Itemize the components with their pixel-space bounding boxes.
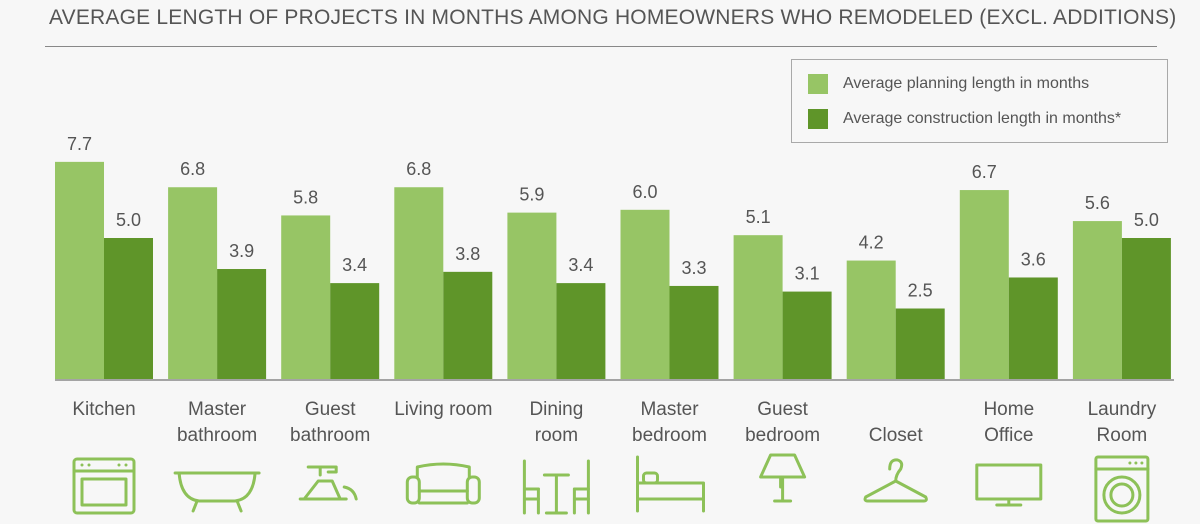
bar-construction-master-bedroom xyxy=(669,285,719,379)
value-label-planning-closet: 4.2 xyxy=(859,233,884,253)
category-label-master-bedroom: Master bedroom xyxy=(632,399,707,446)
bar-construction-home-office xyxy=(1008,277,1058,379)
value-label-planning-living-room: 6.8 xyxy=(406,159,431,179)
bed-icon xyxy=(636,455,705,513)
chart-legend: Average planning length in months Averag… xyxy=(791,59,1168,143)
washing-machine-icon xyxy=(1094,455,1150,523)
legend-label-construction: Average construction length in months* xyxy=(843,110,1122,127)
bathtub-icon xyxy=(173,471,261,513)
category-label-laundry-room: Laundry Room xyxy=(1088,399,1157,446)
category-label-kitchen: Kitchen xyxy=(72,399,135,420)
value-label-construction-laundry-room: 5.0 xyxy=(1134,210,1159,230)
value-label-construction-dining-room: 3.4 xyxy=(568,255,593,275)
category-label-master-bathroom: Master bathroom xyxy=(177,399,257,446)
value-label-construction-home-office: 3.6 xyxy=(1021,249,1046,269)
monitor-icon xyxy=(975,463,1043,507)
legend-swatch-planning xyxy=(808,74,828,94)
category-label-dining-room: Dining room xyxy=(529,399,583,446)
bar-construction-living-room xyxy=(443,271,493,379)
oven-icon xyxy=(72,457,136,515)
title-divider xyxy=(45,46,1157,47)
value-label-planning-master-bedroom: 6.0 xyxy=(632,182,657,202)
value-label-planning-dining-room: 5.9 xyxy=(519,185,544,205)
bar-planning-home-office xyxy=(959,190,1009,379)
dining-table-icon xyxy=(522,459,590,515)
bar-construction-laundry-room xyxy=(1121,238,1171,379)
legend-label-planning: Average planning length in months xyxy=(843,75,1090,92)
bar-planning-master-bathroom xyxy=(168,187,218,379)
bar-construction-guest-bedroom xyxy=(782,291,832,379)
category-label-closet: Closet xyxy=(869,425,924,446)
bar-construction-kitchen xyxy=(104,238,153,379)
legend-item-planning: Average planning length in months xyxy=(808,73,1089,95)
sink-icon xyxy=(298,465,358,501)
bar-planning-master-bedroom xyxy=(620,209,670,379)
value-label-planning-home-office: 6.7 xyxy=(972,162,997,182)
bar-construction-guest-bathroom xyxy=(330,283,380,379)
category-label-living-room: Living room xyxy=(394,399,492,420)
value-label-planning-guest-bathroom: 5.8 xyxy=(293,187,318,207)
bar-construction-closet xyxy=(895,308,945,379)
bar-planning-guest-bedroom xyxy=(733,235,783,379)
legend-swatch-construction xyxy=(808,109,828,129)
bar-planning-closet xyxy=(846,260,896,379)
hanger-icon xyxy=(863,458,928,503)
bar-planning-dining-room xyxy=(507,212,557,379)
value-label-planning-kitchen: 7.7 xyxy=(67,134,92,154)
value-label-construction-guest-bedroom: 3.1 xyxy=(795,264,820,284)
category-label-guest-bathroom: Guest bathroom xyxy=(290,399,370,446)
bar-planning-guest-bathroom xyxy=(281,215,331,379)
sofa-icon xyxy=(405,462,481,505)
value-label-construction-guest-bathroom: 3.4 xyxy=(342,255,367,275)
chart-title: AVERAGE LENGTH OF PROJECTS IN MONTHS AMO… xyxy=(49,6,1177,29)
bar-planning-living-room xyxy=(394,187,444,379)
bar-planning-kitchen xyxy=(55,161,104,379)
value-label-construction-master-bathroom: 3.9 xyxy=(229,241,254,261)
category-label-home-office: Home Office xyxy=(983,399,1034,446)
category-label-guest-bedroom: Guest bedroom xyxy=(745,399,820,446)
legend-item-construction: Average construction length in months* xyxy=(808,108,1121,130)
lamp-icon xyxy=(759,453,807,503)
value-label-construction-master-bedroom: 3.3 xyxy=(681,258,706,278)
value-label-planning-master-bathroom: 6.8 xyxy=(180,159,205,179)
bar-construction-master-bathroom xyxy=(217,269,267,379)
bar-planning-laundry-room xyxy=(1072,221,1122,379)
bar-construction-dining-room xyxy=(556,283,606,379)
value-label-construction-closet: 2.5 xyxy=(908,281,933,301)
value-label-planning-laundry-room: 5.6 xyxy=(1085,193,1110,213)
value-label-construction-kitchen: 5.0 xyxy=(116,210,141,230)
value-label-planning-guest-bedroom: 5.1 xyxy=(746,207,771,227)
value-label-construction-living-room: 3.8 xyxy=(455,244,480,264)
